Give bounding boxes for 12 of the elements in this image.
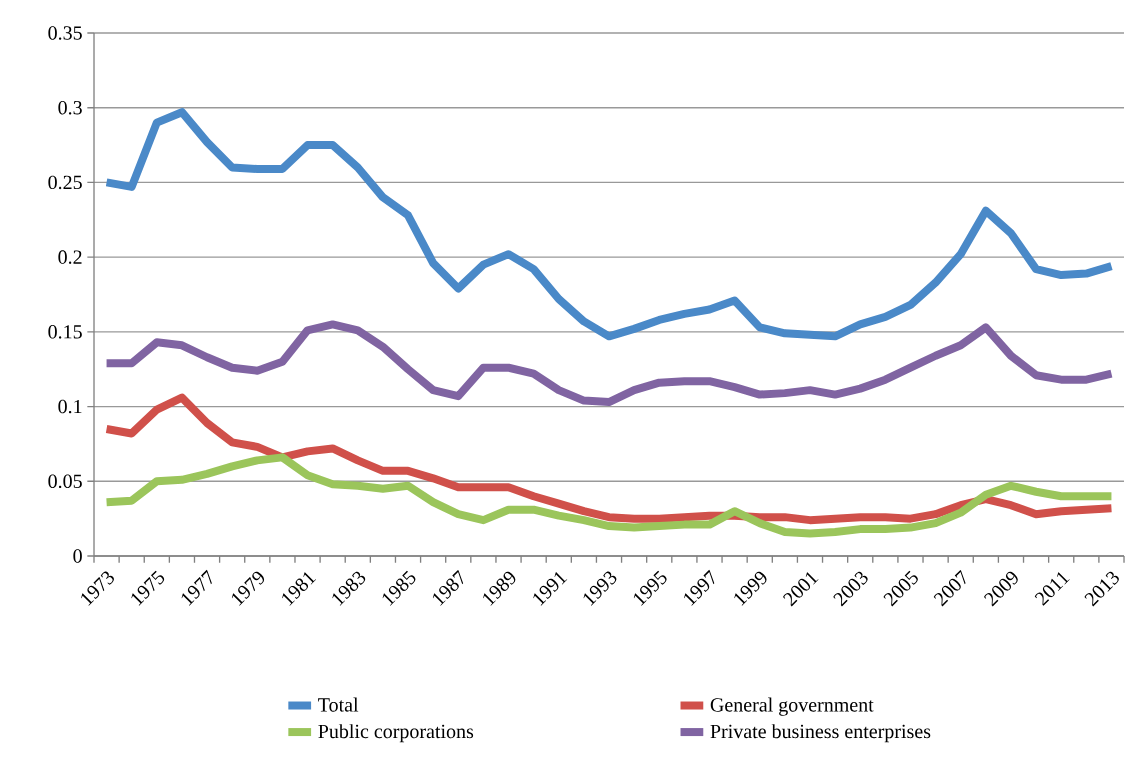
y-tick-label: 0.25 <box>48 175 82 190</box>
y-tick-label: 0.3 <box>58 100 82 115</box>
y-tick-label: 0.15 <box>48 325 82 339</box>
y-tick-label: 0 <box>73 549 82 563</box>
legend-label: Public corporations <box>318 724 474 743</box>
y-tick-label: 0.1 <box>58 399 82 414</box>
legend-label: General government <box>710 697 874 716</box>
y-tick-label: 0.35 <box>48 26 82 40</box>
legend-label: Total <box>318 697 359 712</box>
y-tick-label: 0.05 <box>48 474 82 489</box>
y-tick-label: 0.2 <box>58 250 82 264</box>
legend-label: Private business enterprises <box>710 724 931 743</box>
